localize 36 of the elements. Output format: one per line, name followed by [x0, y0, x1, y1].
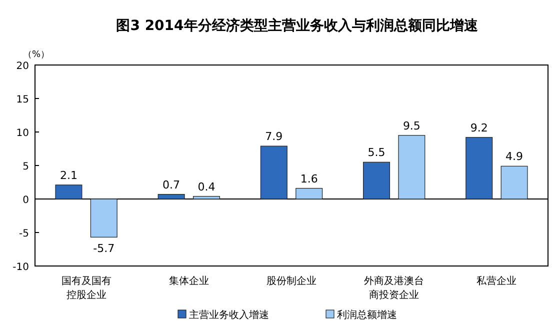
data-label: 1.6 — [300, 172, 318, 186]
x-tick-label: 私营企业 — [476, 275, 517, 287]
bar — [158, 194, 185, 200]
data-label: 9.2 — [470, 121, 488, 134]
x-tick-label: 外商及港澳台商投资企业 — [364, 275, 424, 301]
y-tick-label: 0 — [22, 195, 29, 206]
y-tick-label: 5 — [22, 162, 29, 172]
y-tick-label: -10 — [12, 262, 29, 273]
y-tick-label: -5 — [19, 228, 29, 240]
data-label: -5.7 — [93, 242, 115, 256]
x-tick-label: 股份制企业 — [266, 275, 316, 287]
chart-title: 图3 2014年分经济类型主营业务收入与利润总额同比增速 — [116, 17, 479, 34]
y-tick-label: 10 — [16, 128, 29, 139]
bar — [192, 196, 220, 200]
data-label: 4.9 — [506, 150, 524, 164]
legend-label: 主营业务收入增速 — [189, 309, 269, 321]
bar — [500, 166, 528, 200]
data-label: 9.5 — [402, 119, 420, 132]
bar — [260, 146, 288, 200]
data-label: 2.1 — [60, 168, 78, 182]
y-axis-title: （%） — [23, 50, 50, 60]
data-label: 0.4 — [198, 180, 216, 194]
x-tick-label: 集体企业 — [168, 275, 209, 287]
y-tick-label: 20 — [16, 61, 29, 72]
bar — [398, 135, 426, 200]
data-label: 7.9 — [265, 130, 283, 144]
data-label: 5.5 — [368, 146, 386, 160]
bar — [466, 137, 493, 200]
data-label: 0.7 — [162, 178, 180, 192]
x-tick-label: 国有及国有控股企业 — [61, 275, 112, 301]
bar — [296, 188, 323, 200]
y-tick-label: 15 — [16, 94, 29, 106]
legend-label: 利润总额增速 — [337, 309, 397, 321]
bar — [90, 198, 118, 238]
bar — [363, 162, 390, 200]
bar — [55, 184, 82, 200]
